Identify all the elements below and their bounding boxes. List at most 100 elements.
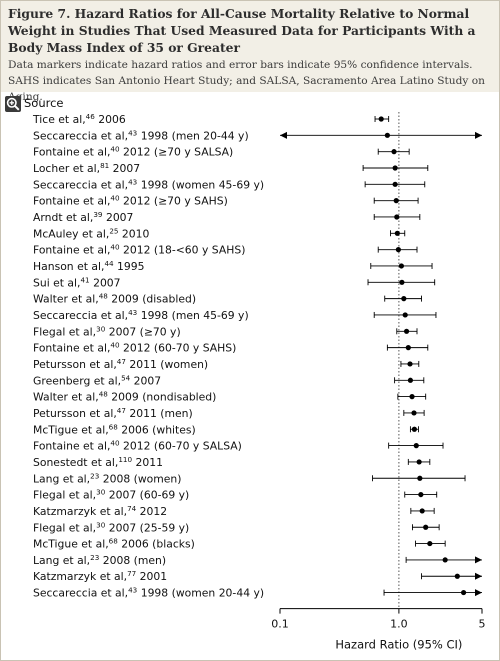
study-detail: 1998 (men 45-69 y) (137, 309, 248, 322)
ci-lower-arrow (280, 131, 287, 139)
study-ref: 39 (93, 210, 103, 219)
study-label: Locher et al,81 2007 (33, 161, 140, 175)
x-tick-label: 0.1 (271, 618, 289, 631)
study-detail: 2007 (109, 162, 140, 175)
hazard-ratio-marker (378, 116, 384, 122)
study-label: Seccareccia et al,43 1998 (men 45-69 y) (33, 308, 249, 322)
study-row: McTigue et al,68 2006 (blacks) (33, 537, 446, 551)
study-row: Katzmarzyk et al,74 2012 (33, 504, 435, 518)
study-label: Petursson et al,47 2011 (men) (33, 406, 193, 420)
hazard-ratio-marker (398, 263, 405, 269)
hazard-ratio-marker (392, 165, 398, 171)
study-ref: 46 (86, 112, 96, 121)
hazard-ratio-marker (394, 214, 400, 220)
study-label: McTigue et al,68 2006 (blacks) (33, 537, 195, 551)
study-label: McAuley et al,25 2010 (33, 226, 150, 240)
study-label: Hanson et al,44 1995 (33, 259, 145, 273)
hazard-ratio-marker (407, 377, 414, 383)
study-ref: 43 (128, 177, 137, 186)
study-author: Sui et al, (33, 276, 80, 289)
hazard-ratio-marker (418, 491, 424, 498)
study-detail: 2006 (whites) (118, 423, 196, 436)
study-label: Seccareccia et al,43 1998 (women 20-44 y… (33, 586, 264, 600)
study-ref: 30 (96, 520, 106, 529)
study-ref: 44 (104, 259, 114, 268)
study-row: Seccareccia et al,43 1998 (men 45-69 y) (33, 308, 437, 322)
study-row: Katzmarzyk et al,77 2001 (33, 569, 482, 583)
study-label: Fontaine et al,40 2012 (60-70 y SALSA) (33, 439, 242, 453)
figure-caption: Data markers indicate hazard ratios and … (8, 59, 485, 103)
hazard-ratio-marker (417, 475, 423, 481)
study-author: Petursson et al, (33, 407, 117, 420)
study-row: Lang et al,23 2008 (women) (33, 471, 466, 485)
study-label: Katzmarzyk et al,77 2001 (33, 569, 167, 583)
hazard-ratio-marker (416, 459, 422, 465)
study-detail: 2007 (60-69 y) (105, 489, 189, 502)
study-author: Seccareccia et al, (33, 587, 128, 600)
study-label: Seccareccia et al,43 1998 (women 45-69 y… (33, 177, 264, 191)
study-row: Seccareccia et al,43 1998 (men 20-44 y) (33, 128, 482, 142)
hazard-ratio-marker (395, 247, 401, 253)
study-ref: 48 (99, 390, 109, 399)
hazard-ratio-marker (409, 394, 415, 400)
study-label: Lang et al,23 2008 (women) (33, 471, 182, 485)
study-ref: 43 (128, 128, 137, 137)
hazard-ratio-marker (393, 198, 399, 204)
magnifier-plus-icon-glyph (6, 97, 20, 111)
hazard-ratio-marker (384, 132, 390, 138)
study-author: Walter et al, (33, 293, 99, 306)
study-ref: 40 (110, 194, 120, 203)
study-author: Lang et al, (33, 472, 90, 485)
study-author: Petursson et al, (33, 358, 117, 371)
study-author: Hanson et al, (33, 260, 104, 273)
study-ref: 43 (128, 308, 137, 317)
study-author: Fontaine et al, (33, 440, 110, 453)
study-detail: 2008 (men) (99, 554, 166, 567)
study-author: Katzmarzyk et al, (33, 570, 127, 583)
study-row: Fontaine et al,40 2012 (≥70 y SALSA) (33, 145, 410, 159)
figure-title: Figure 7. Hazard Ratios for All-Cause Mo… (8, 6, 476, 55)
study-row: Flegal et al,30 2007 (25-59 y) (33, 520, 440, 534)
study-row: McAuley et al,25 2010 (33, 226, 406, 240)
study-label: Arndt et al,39 2007 (33, 210, 133, 224)
hazard-ratio-marker (407, 361, 413, 367)
study-ref: 40 (110, 145, 120, 154)
study-row: Petursson et al,47 2011 (women) (33, 357, 420, 371)
study-author: Flegal et al, (33, 325, 96, 338)
study-detail: 2012 (60-70 y SALSA) (120, 440, 242, 453)
hazard-ratio-marker (454, 573, 460, 579)
study-row: Fontaine et al,40 2012 (60-70 y SAHS) (33, 341, 429, 355)
study-detail: 2011 (men) (126, 407, 193, 420)
x-tick-label: 1.0 (390, 618, 408, 631)
study-author: Lang et al, (33, 554, 90, 567)
study-ref: 54 (121, 373, 131, 382)
study-detail: 1995 (114, 260, 145, 273)
study-detail: 1998 (women 45-69 y) (137, 178, 264, 191)
study-detail: 2012 (≥70 y SAHS) (120, 195, 228, 208)
study-detail: 2007 (≥70 y) (105, 325, 180, 338)
hazard-ratio-marker (403, 328, 410, 334)
study-detail: 1998 (women 20-44 y) (137, 587, 264, 600)
study-author: Arndt et al, (33, 211, 93, 224)
study-author: Greenberg et al, (33, 374, 121, 387)
study-author: McTigue et al, (33, 423, 109, 436)
study-author: Katzmarzyk et al, (33, 505, 127, 518)
study-author: Flegal et al, (33, 489, 96, 502)
study-row: Sui et al,41 2007 (33, 275, 436, 289)
magnifier-plus-icon[interactable] (5, 96, 21, 112)
study-label: Walter et al,48 2009 (nondisabled) (33, 390, 216, 404)
ci-upper-arrow (475, 556, 482, 564)
study-ref: 30 (96, 324, 106, 333)
study-detail: 2011 (women) (126, 358, 208, 371)
study-author: Tice et al, (32, 113, 86, 126)
ci-upper-arrow (475, 131, 482, 139)
study-row: Arndt et al,39 2007 (33, 210, 421, 224)
study-author: Seccareccia et al, (33, 129, 128, 142)
study-ref: 47 (117, 357, 126, 366)
study-row: Fontaine et al,40 2012 (18-<60 y SAHS) (33, 243, 418, 257)
study-ref: 110 (118, 455, 132, 464)
study-author: Walter et al, (33, 391, 99, 404)
study-label: Flegal et al,30 2007 (≥70 y) (33, 324, 181, 338)
study-row: Fontaine et al,40 2012 (60-70 y SALSA) (33, 439, 444, 453)
